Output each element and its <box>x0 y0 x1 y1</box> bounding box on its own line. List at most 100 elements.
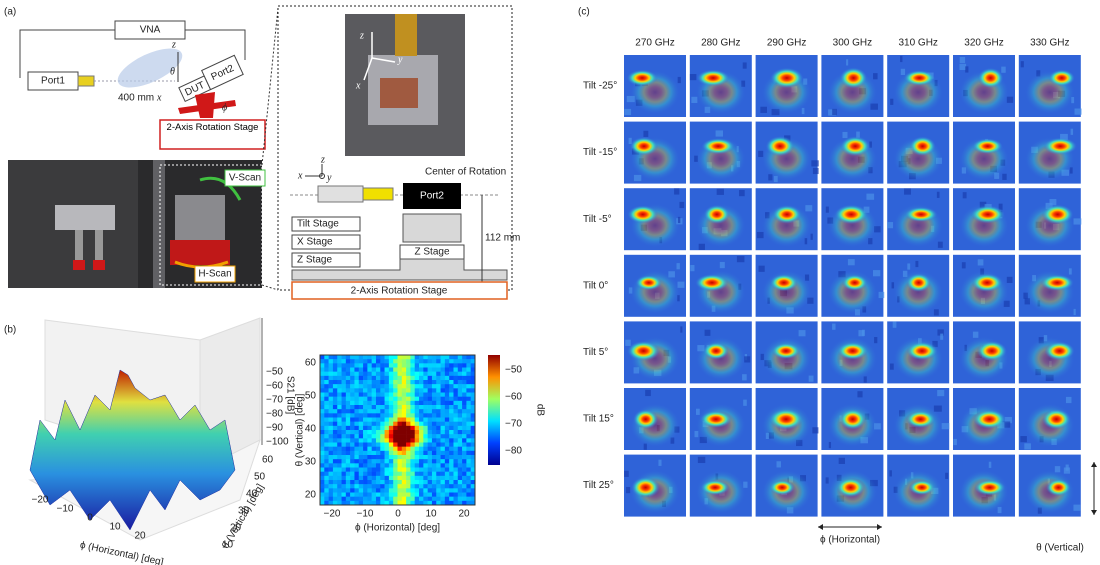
heatmap-cell <box>324 401 329 405</box>
heatmap-cell <box>363 368 368 372</box>
heatmap-cell <box>423 480 428 484</box>
heatmap-cell <box>333 413 338 417</box>
heatmap-cell <box>354 438 359 442</box>
heatmap-cell <box>449 459 454 463</box>
heatmap-cell <box>367 413 372 417</box>
heatmap-cell <box>393 384 398 388</box>
heatmap-cell <box>359 380 364 384</box>
heatmap-cell <box>350 372 355 376</box>
colorbar-tick-label: −50 <box>505 365 522 376</box>
heatmap-cell <box>324 459 329 463</box>
heatmap-cell <box>333 422 338 426</box>
heatmap-cell <box>376 413 381 417</box>
heatmap-cell <box>320 380 325 384</box>
heatmap-cell <box>436 430 441 434</box>
heatmap-cell <box>462 497 467 501</box>
heatmap-cell <box>324 463 329 467</box>
heatmap-cell <box>359 484 364 488</box>
heatmap-cell <box>428 405 433 409</box>
heatmap-cell <box>333 355 338 359</box>
heatmap-cell <box>324 363 329 367</box>
heatmap-cell <box>458 401 463 405</box>
heatmap-cell <box>350 393 355 397</box>
heatmap-cell <box>453 455 458 459</box>
heatmap-cell <box>436 476 441 480</box>
heatmap-cell <box>393 359 398 363</box>
heatmap-cell <box>324 447 329 451</box>
heatmap-cell <box>363 422 368 426</box>
heatmap-cell <box>346 451 351 455</box>
heatmap-cell <box>423 397 428 401</box>
heatmap-cell <box>402 368 407 372</box>
heatmap-cell <box>393 388 398 392</box>
heatmap-cell <box>350 359 355 363</box>
heatmap-cell <box>324 355 329 359</box>
heatmap-cell <box>372 447 377 451</box>
heatmap-cell <box>367 426 372 430</box>
tile-beam <box>905 207 937 222</box>
heatmap-cell <box>453 405 458 409</box>
heatmap-cell <box>350 422 355 426</box>
heatmap-cell <box>453 384 458 388</box>
heatmap-cell <box>441 388 446 392</box>
x-tick-label: 10 <box>425 509 437 520</box>
heatmap-cell <box>419 430 424 434</box>
heatmap-cell <box>329 418 334 422</box>
heatmap-cell <box>398 488 403 492</box>
heatmap-cell <box>337 430 342 434</box>
heatmap-cell <box>389 359 394 363</box>
heatmap-cell <box>354 451 359 455</box>
heatmap-cell <box>445 451 450 455</box>
heatmap-cell <box>320 447 325 451</box>
heatmap-cell <box>453 418 458 422</box>
heatmap-cell <box>329 472 334 476</box>
heatmap-cell <box>389 409 394 413</box>
heatmap-cell <box>385 451 390 455</box>
heatmap-cell <box>385 363 390 367</box>
heatmap-cell <box>324 438 329 442</box>
heatmap-cell <box>406 413 411 417</box>
heatmap-cell <box>419 397 424 401</box>
tile-noise <box>1069 268 1072 274</box>
heatmap-cell <box>385 468 390 472</box>
heatmap-cell <box>415 463 420 467</box>
tile-noise <box>887 222 893 228</box>
heatmap-cell <box>449 434 454 438</box>
heatmap-cell <box>466 493 471 497</box>
heatmap-cell <box>402 359 407 363</box>
heatmap-cell <box>398 493 403 497</box>
heatmap-cell <box>350 438 355 442</box>
heatmap-cell <box>359 430 364 434</box>
heatmap-cell <box>466 451 471 455</box>
heatmap-cell <box>350 488 355 492</box>
tile-noise <box>742 374 747 380</box>
heatmap-cell <box>389 434 394 438</box>
column-label: 290 GHz <box>767 38 806 49</box>
heatmap-cell <box>466 472 471 476</box>
heatmap-cell <box>415 488 420 492</box>
heatmap-cell <box>363 488 368 492</box>
heatmap-cell <box>436 376 441 380</box>
heatmap-cell <box>415 422 420 426</box>
heatmap-cell <box>428 455 433 459</box>
tile-noise <box>1002 174 1006 180</box>
heatmap-cell <box>385 434 390 438</box>
heatmap-cell <box>423 488 428 492</box>
heatmap-cell <box>445 384 450 388</box>
heatmap-cell <box>337 463 342 467</box>
axis-label: ϕ (Horizontal) <box>820 535 880 546</box>
heatmap-cell <box>350 455 355 459</box>
heatmap-cell <box>436 480 441 484</box>
heatmap-cell <box>458 438 463 442</box>
heatmap-cell <box>449 401 454 405</box>
heatmap-cell <box>453 422 458 426</box>
tile-noise <box>829 442 831 448</box>
heatmap-cell <box>398 422 403 426</box>
heatmap-cell <box>415 388 420 392</box>
heatmap-cell <box>398 476 403 480</box>
heatmap-cell <box>342 359 347 363</box>
heatmap-cell <box>324 426 329 430</box>
heatmap-cell <box>466 426 471 430</box>
heatmap-cell <box>380 493 385 497</box>
heatmap-cell <box>342 418 347 422</box>
